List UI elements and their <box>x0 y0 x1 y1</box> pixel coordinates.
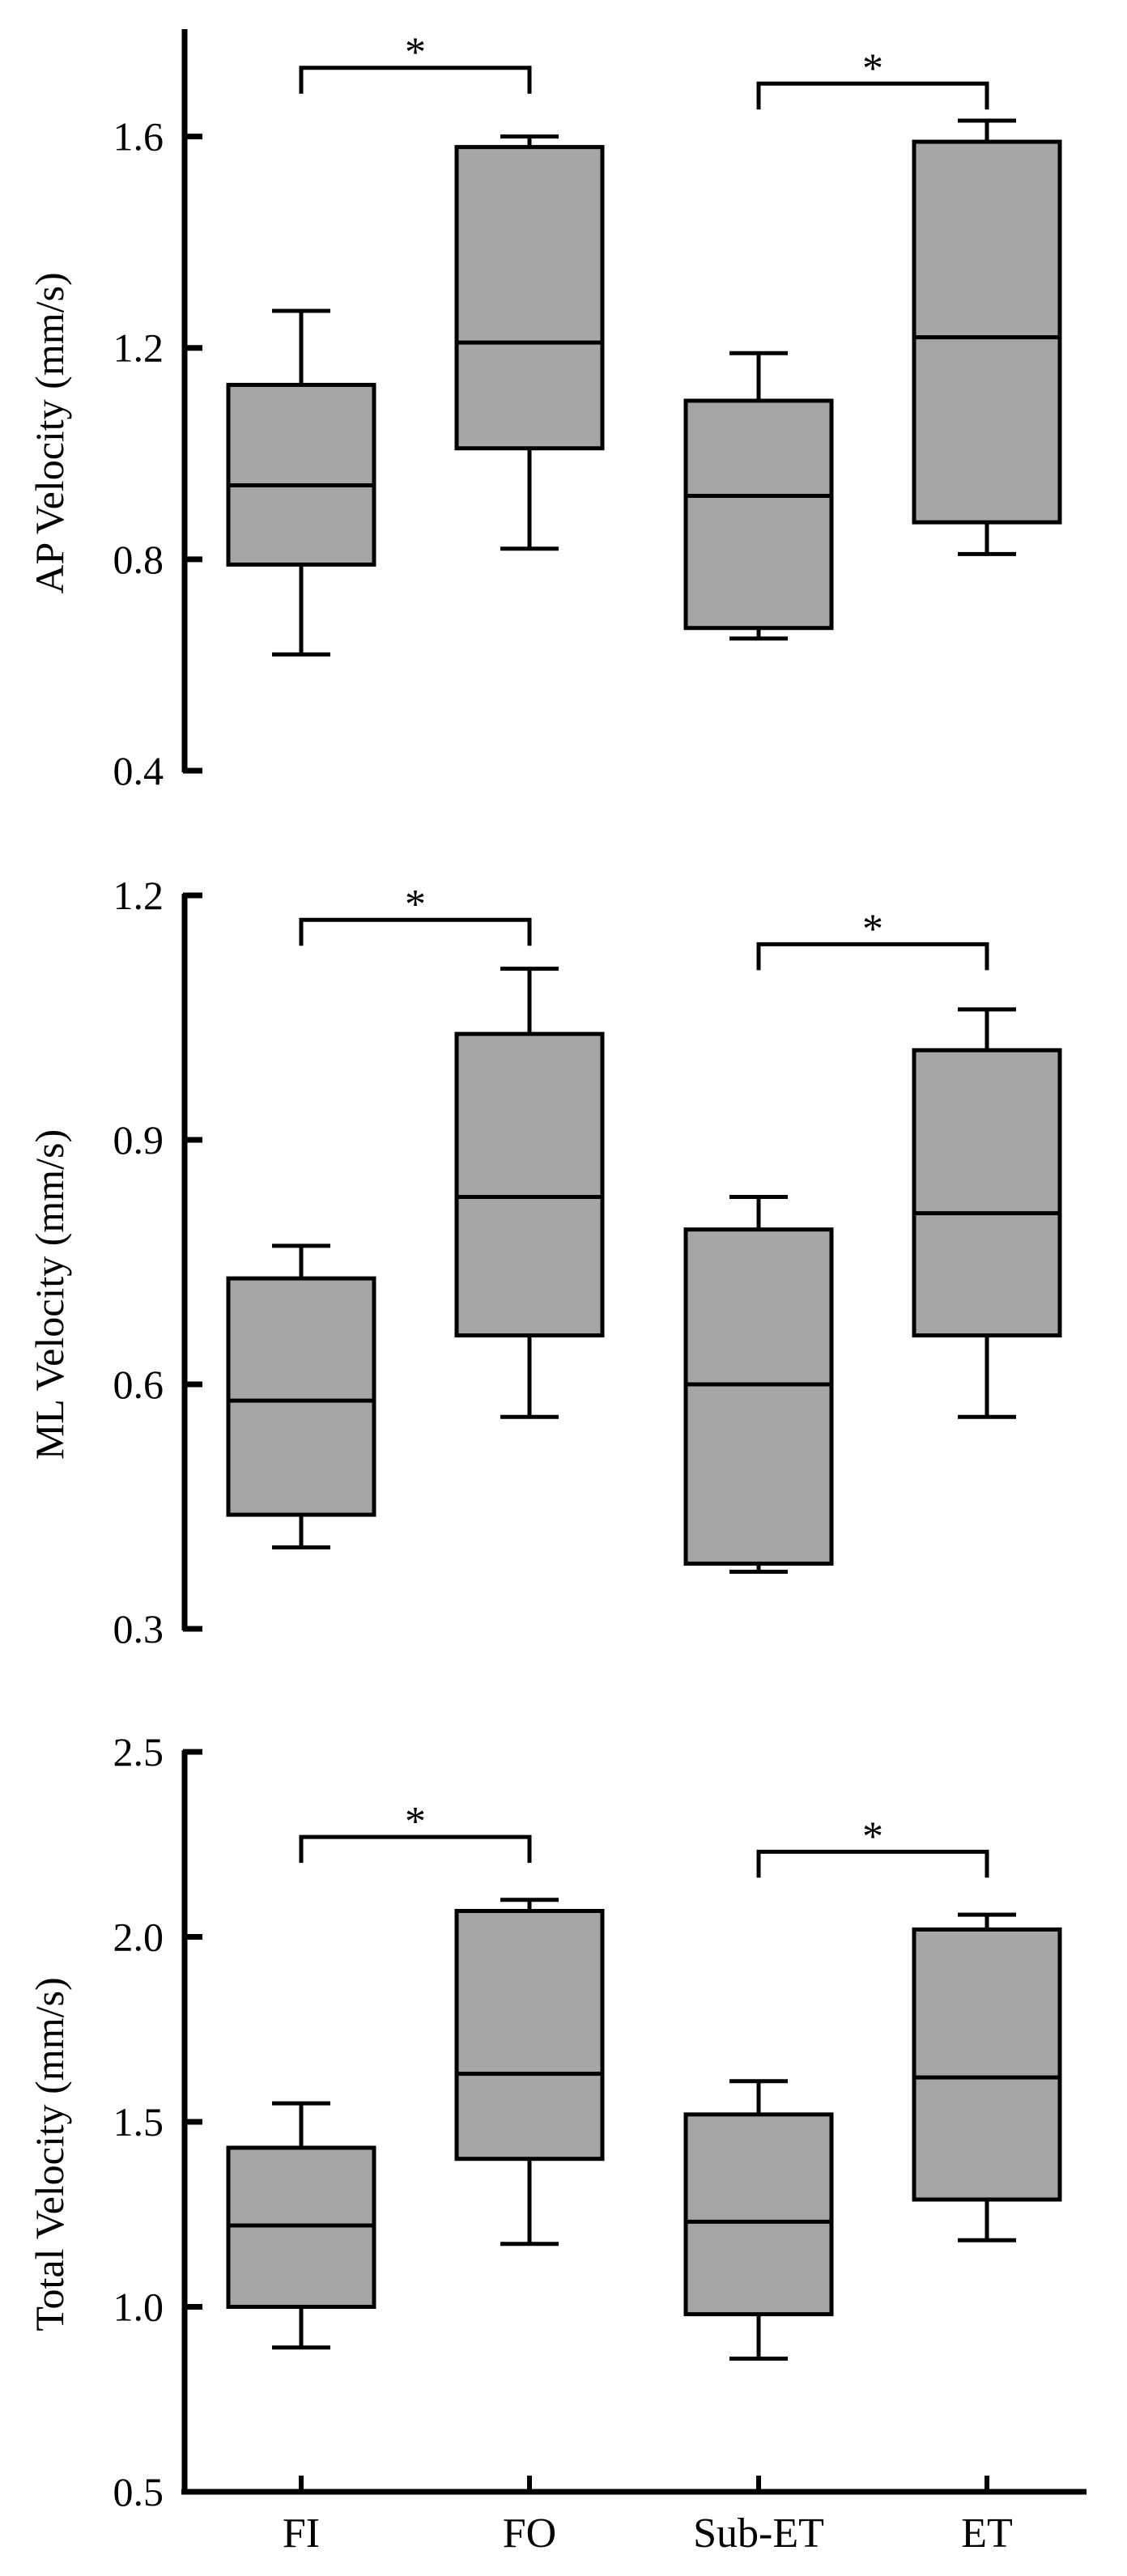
box-body <box>454 1909 605 2162</box>
chart-panel-3: 0.5 1.0 1.5 2.0 2.5 Total Velocity (mm/s) FI FO… <box>27 1729 1087 2557</box>
bracket-line <box>299 917 532 946</box>
significance-bracket-2: * <box>756 906 989 971</box>
significance-bracket-1: * <box>299 882 532 946</box>
chart-panel-1: 0.4 0.8 1.2 1.6 AP Velocity (mm/s) * * <box>27 29 1062 793</box>
significance-bracket-2: * <box>756 1813 989 1878</box>
box-body <box>454 145 605 451</box>
chart-panel-2: 0.3 0.6 0.9 1.2 ML Velocity (mm/s) * * <box>27 873 1062 1651</box>
x-tick-label-sub-et: Sub-ET <box>693 2510 824 2557</box>
significance-asterisk: * <box>862 906 883 952</box>
bracket-line <box>756 81 989 110</box>
x-tick-label-et: ET <box>961 2510 1013 2557</box>
box-fo <box>454 1898 605 2247</box>
box-body <box>226 1276 376 1517</box>
y-tick-label: 0.4 <box>113 748 164 793</box>
y-tick-label: 0.3 <box>113 1606 164 1651</box>
bracket-line <box>299 1834 532 1864</box>
box-sub-et <box>683 351 834 641</box>
box-sub-et <box>683 1194 834 1575</box>
significance-bracket-1: * <box>299 1799 532 1864</box>
y-tick-label: 0.6 <box>113 1362 164 1407</box>
box-sub-et <box>683 2079 834 2361</box>
y-tick-label: 1.2 <box>113 325 164 371</box>
y-tick-label: 1.0 <box>113 2285 164 2330</box>
box-fi <box>226 2101 376 2350</box>
box-body <box>683 398 834 631</box>
box-body <box>683 2112 834 2317</box>
bracket-line <box>756 1849 989 1878</box>
box-et <box>912 1912 1062 2242</box>
significance-bracket-2: * <box>756 45 989 110</box>
box-body <box>912 1927 1062 2202</box>
significance-asterisk: * <box>405 1799 426 1845</box>
box-body <box>454 1031 605 1338</box>
box-fo <box>454 967 605 1419</box>
significance-asterisk: * <box>862 45 883 91</box>
box-body <box>912 1048 1062 1338</box>
y-tick-label: 0.5 <box>113 2469 164 2514</box>
x-tick-label-fi: FI <box>283 2510 320 2557</box>
box-body <box>683 1227 834 1566</box>
y-axis-title: ML Velocity (mm/s) <box>27 1129 72 1460</box>
box-et <box>912 118 1062 556</box>
box-fo <box>454 134 605 551</box>
y-tick-label: 1.5 <box>113 2099 164 2145</box>
bracket-line <box>299 66 532 94</box>
y-tick-label: 2.5 <box>113 1729 164 1775</box>
box-et <box>912 1007 1062 1419</box>
box-fi <box>226 1243 376 1549</box>
significance-asterisk: * <box>405 882 426 928</box>
y-tick-label: 1.2 <box>113 873 164 918</box>
significance-asterisk: * <box>862 1813 883 1860</box>
significance-asterisk: * <box>405 30 426 76</box>
y-tick-label: 1.6 <box>113 114 164 159</box>
x-tick-label-fo: FO <box>503 2510 556 2557</box>
y-tick-label: 0.9 <box>113 1117 164 1163</box>
bracket-line <box>756 942 989 971</box>
y-tick-label: 2.0 <box>113 1915 164 1960</box>
y-axis-title: Total Velocity (mm/s) <box>27 1977 72 2331</box>
box-fi <box>226 308 376 657</box>
box-body <box>226 382 376 567</box>
box-body <box>912 139 1062 525</box>
significance-bracket-1: * <box>299 30 532 94</box>
y-tick-label: 0.8 <box>113 537 164 582</box>
y-axis-title: AP Velocity (mm/s) <box>27 272 72 593</box>
